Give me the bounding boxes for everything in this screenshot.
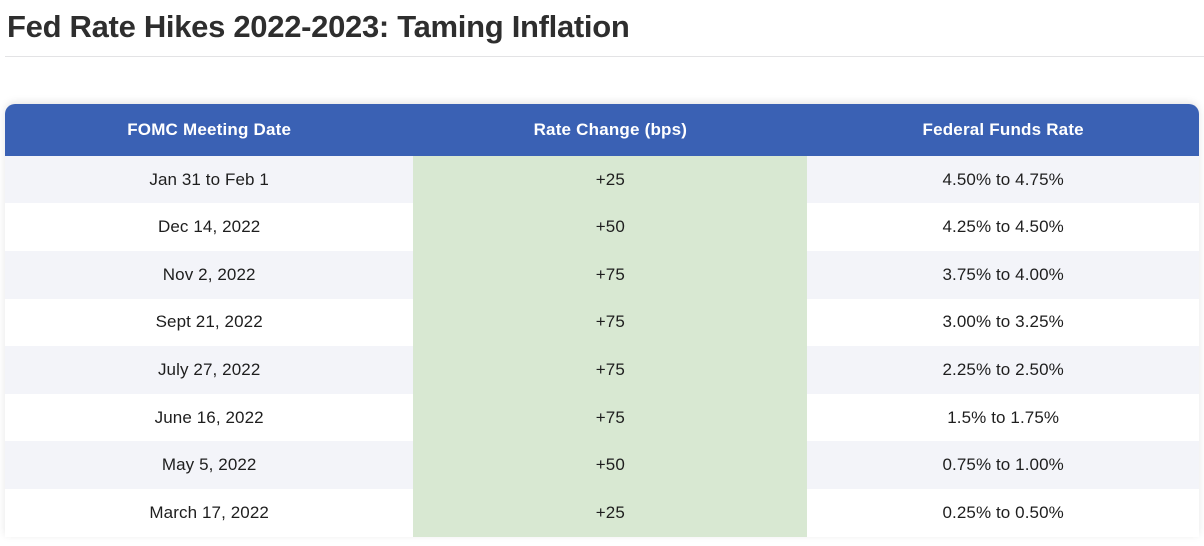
cell-fomc-meeting-date: July 27, 2022 [157, 359, 261, 379]
cell-rate-change: +25 [413, 155, 808, 204]
cell-federal-funds-rate: 4.50% to 4.75% [942, 169, 1064, 189]
table-row: May 5, 2022 +50 0.75% to 1.00% [5, 441, 1199, 489]
title-divider [5, 55, 1204, 57]
cell-federal-funds-rate: 1.5% to 1.75% [947, 407, 1060, 427]
cell-rate-change: +25 [413, 488, 808, 537]
table-header-row: FOMC Meeting Date Rate Change (bps) Fede… [5, 103, 1199, 156]
table-row: July 27, 2022 +75 2.25% to 2.50% [5, 346, 1199, 394]
cell-federal-funds-rate: 4.25% to 4.50% [942, 217, 1064, 237]
cell-fomc-meeting-date: May 5, 2022 [161, 455, 257, 475]
page-title: Fed Rate Hikes 2022-2023: Taming Inflati… [7, 9, 630, 44]
cell-fomc-meeting-date: Dec 14, 2022 [158, 217, 261, 237]
column-header-rate-change-bps: Rate Change (bps) [533, 119, 688, 139]
cell-fomc-meeting-date: March 17, 2022 [149, 502, 269, 522]
table-row: Nov 2, 2022 +75 3.75% to 4.00% [5, 250, 1199, 299]
cell-rate-change: +75 [413, 346, 808, 394]
table-body: Jan 31 to Feb 1 +25 4.50% to 4.75% Dec 1… [5, 155, 1199, 537]
table-row: Dec 14, 2022 +50 4.25% to 4.50% [5, 203, 1199, 251]
cell-federal-funds-rate: 3.00% to 3.25% [942, 312, 1064, 332]
cell-federal-funds-rate: 0.75% to 1.00% [942, 455, 1064, 475]
cell-federal-funds-rate: 2.25% to 2.50% [942, 359, 1064, 379]
cell-rate-change: +50 [413, 441, 808, 489]
table-row: March 17, 2022 +25 0.25% to 0.50% [5, 488, 1199, 537]
table-row: Jan 31 to Feb 1 +25 4.50% to 4.75% [5, 155, 1199, 204]
table-row: June 16, 2022 +75 1.5% to 1.75% [5, 393, 1199, 442]
cell-rate-change: +75 [413, 250, 808, 299]
cell-fomc-meeting-date: June 16, 2022 [154, 407, 264, 427]
cell-federal-funds-rate: 3.75% to 4.00% [942, 264, 1064, 284]
table-row: Sept 21, 2022 +75 3.00% to 3.25% [5, 298, 1199, 347]
cell-federal-funds-rate: 0.25% to 0.50% [942, 502, 1064, 522]
column-header-fomc-meeting-date: FOMC Meeting Date [127, 119, 292, 139]
cell-rate-change: +75 [413, 298, 808, 347]
cell-rate-change: +75 [413, 393, 808, 442]
column-header-federal-funds-rate: Federal Funds Rate [922, 119, 1084, 139]
cell-rate-change: +50 [413, 203, 808, 251]
cell-fomc-meeting-date: Nov 2, 2022 [162, 264, 256, 284]
cell-fomc-meeting-date: Sept 21, 2022 [155, 312, 263, 332]
fed-rate-hikes-table: FOMC Meeting Date Rate Change (bps) Fede… [5, 103, 1199, 537]
cell-fomc-meeting-date: Jan 31 to Feb 1 [149, 169, 269, 189]
